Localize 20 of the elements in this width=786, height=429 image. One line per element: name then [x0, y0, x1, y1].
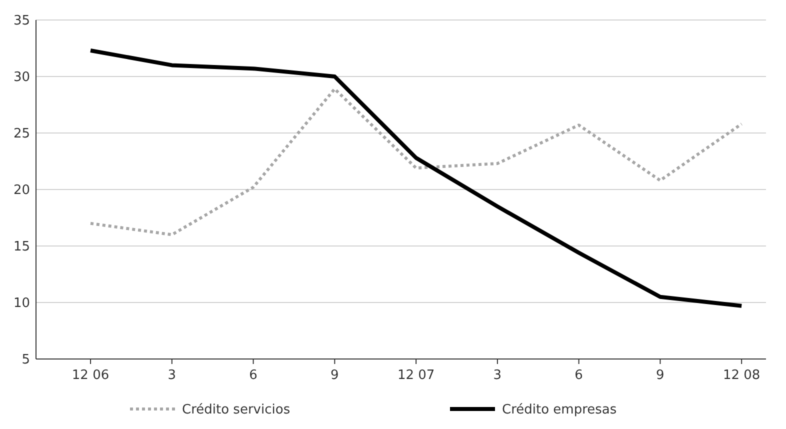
- y-tick-label: 20: [13, 183, 30, 198]
- y-tick-label: 15: [13, 240, 30, 255]
- x-tick-label: 9: [656, 368, 664, 383]
- x-tick-label: 6: [574, 368, 583, 383]
- y-tick-label: 5: [22, 352, 30, 368]
- legend-label: Crédito empresas: [502, 402, 617, 418]
- line-series: [88, 48, 744, 308]
- legend-label: Crédito servicios: [182, 402, 290, 418]
- x-tick-label: 3: [493, 368, 502, 383]
- x-tick-label: 6: [249, 368, 258, 383]
- y-tick-label: 35: [13, 14, 30, 29]
- y-tick-label: 30: [13, 70, 30, 86]
- y-tick-label: 25: [13, 126, 30, 142]
- x-tick-label: 12 08: [722, 368, 760, 383]
- y-tick-label: 10: [13, 296, 30, 312]
- x-tick-label: 12 06: [72, 368, 110, 383]
- x-tick-label: 9: [330, 368, 339, 383]
- x-tick-label: 3: [168, 368, 176, 383]
- x-tick-label: 12 07: [397, 368, 435, 383]
- line-series: [89, 87, 744, 236]
